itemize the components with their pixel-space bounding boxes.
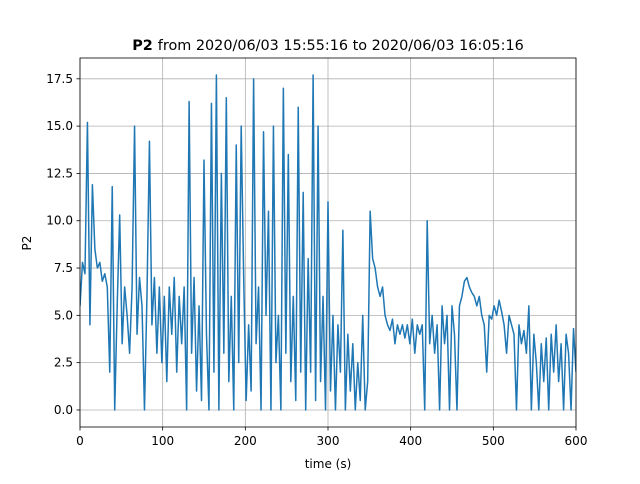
x-tick-label: 600 (565, 434, 588, 448)
y-tick-label: 2.5 (54, 356, 73, 370)
grid (79, 58, 577, 427)
y-tick-label: 5.0 (54, 308, 73, 322)
y-axis-label: P2 (20, 236, 34, 251)
y-tick-label: 7.5 (54, 261, 73, 275)
x-tick-label: 400 (399, 434, 422, 448)
ticks: 0 100 200 300 400 500 600 0.0 2.5 5.0 7.5 10.0 12.5 1… (46, 72, 587, 448)
x-tick-label: 300 (317, 434, 340, 448)
y-tick-label: 15.0 (46, 119, 73, 133)
y-tick-label: 17.5 (46, 72, 73, 86)
x-tick-label: 100 (151, 434, 174, 448)
y-tick-label: 10.0 (46, 214, 73, 228)
x-tick-label: 0 (76, 434, 84, 448)
x-tick-label: 200 (234, 434, 257, 448)
x-axis-label: time (s) (305, 457, 352, 471)
y-tick-label: 0.0 (54, 403, 73, 417)
plot-area (80, 74, 576, 411)
x-tick-label: 500 (482, 434, 505, 448)
chart-title: P2 from 2020/06/03 15:55:16 to 2020/06/03… (132, 38, 524, 54)
y-tick-label: 12.5 (46, 166, 73, 180)
title-text: from 2020/06/03 15:55:16 to 2020/06/03 1… (158, 38, 524, 54)
data-line (80, 74, 576, 411)
title-name: P2 (132, 38, 153, 54)
